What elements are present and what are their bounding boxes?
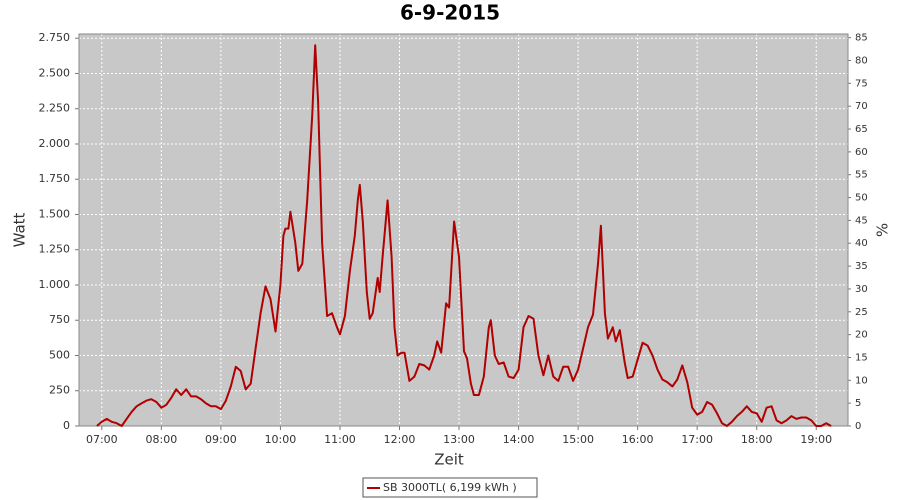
y2-tick-label: 10 <box>855 375 868 386</box>
x-tick-label: 16:00 <box>622 433 654 446</box>
x-tick-label: 12:00 <box>384 433 416 446</box>
y2-tick-label: 65 <box>855 124 868 135</box>
y2-tick-label: 40 <box>855 238 868 249</box>
y-tick-label: 2.000 <box>39 137 71 150</box>
x-tick-label: 19:00 <box>800 433 832 446</box>
series-line <box>96 44 832 427</box>
y2-tick-label: 5 <box>855 398 861 409</box>
x-tick-label: 11:00 <box>324 433 356 446</box>
x-tick-label: 15:00 <box>562 433 594 446</box>
x-tick-label: 09:00 <box>205 433 237 446</box>
y-tick-label: 2.500 <box>39 66 71 79</box>
y2-axis-title: % <box>874 223 892 237</box>
x-tick-label: 14:00 <box>503 433 535 446</box>
x-tick-label: 17:00 <box>681 433 713 446</box>
y2-tick-label: 30 <box>855 284 868 295</box>
legend-label: SB 3000TL( 6,199 kWh ) <box>383 481 517 494</box>
y-tick-label: 1.750 <box>39 172 71 185</box>
x-tick-label: 10:00 <box>265 433 297 446</box>
plot-area <box>79 34 848 426</box>
y2-tick-label: 50 <box>855 193 868 204</box>
y-tick-label: 1.000 <box>39 278 71 291</box>
x-tick-label: 18:00 <box>741 433 773 446</box>
y2-tick-label: 45 <box>855 215 868 226</box>
y-tick-label: 2.750 <box>39 31 71 44</box>
y2-tick-label: 25 <box>855 307 868 318</box>
plot-border <box>78 33 849 427</box>
y2-tick-label: 60 <box>855 147 868 158</box>
y-tick-label: 2.250 <box>39 102 71 115</box>
y-tick-label: 250 <box>49 384 70 397</box>
y2-tick-label: 15 <box>855 352 868 363</box>
y-tick-label: 750 <box>49 313 70 326</box>
y-tick-label: 500 <box>49 348 70 361</box>
y2-tick-label: 70 <box>855 101 868 112</box>
y-tick-label: 1.500 <box>39 207 71 220</box>
y2-tick-label: 0 <box>855 421 861 432</box>
legend: SB 3000TL( 6,199 kWh ) <box>362 477 538 498</box>
y2-tick-label: 75 <box>855 78 868 89</box>
x-tick-label: 08:00 <box>146 433 178 446</box>
x-axis-title: Zeit <box>434 451 464 469</box>
x-tick-label: 13:00 <box>443 433 475 446</box>
y2-tick-label: 80 <box>855 55 868 66</box>
y2-tick-label: 55 <box>855 170 868 181</box>
x-tick-label: 07:00 <box>86 433 118 446</box>
legend-box <box>362 477 538 498</box>
y-axis-title: Watt <box>11 212 29 247</box>
y-tick-label: 1.250 <box>39 243 71 256</box>
y2-tick-label: 85 <box>855 33 868 44</box>
y2-tick-label: 20 <box>855 330 868 341</box>
chart-title: 6-9-2015 <box>400 1 500 25</box>
y2-tick-label: 35 <box>855 261 868 272</box>
y-tick-label: 0 <box>63 419 70 432</box>
